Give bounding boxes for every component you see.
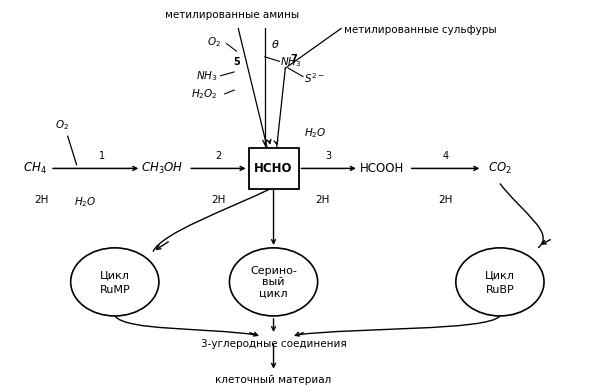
Text: 1: 1: [98, 151, 104, 161]
Text: метилированные сульфуры: метилированные сульфуры: [344, 25, 497, 35]
Text: $CH_3OH$: $CH_3OH$: [140, 161, 183, 176]
Text: RuMP: RuMP: [100, 285, 130, 295]
Text: вый: вый: [262, 277, 285, 287]
Text: HCOOH: HCOOH: [360, 162, 404, 175]
Text: $\theta$: $\theta$: [271, 37, 279, 49]
Text: HCHO: HCHO: [254, 162, 293, 175]
Text: $S^{2-}$: $S^{2-}$: [304, 71, 325, 85]
Text: Цикл: Цикл: [485, 270, 515, 280]
Text: 3-углеродные соединения: 3-углеродные соединения: [200, 339, 346, 349]
Text: $O_2$: $O_2$: [55, 119, 69, 132]
Text: 2H: 2H: [211, 195, 226, 205]
Text: $H_2O$: $H_2O$: [304, 126, 327, 140]
Text: 2H: 2H: [34, 195, 49, 205]
Text: 3: 3: [326, 151, 332, 161]
Text: $NH_3$: $NH_3$: [280, 56, 302, 69]
Text: 2H: 2H: [439, 195, 453, 205]
Text: 5: 5: [233, 58, 240, 68]
Text: $O_2$: $O_2$: [206, 35, 221, 49]
Text: 4: 4: [442, 151, 449, 161]
FancyBboxPatch shape: [248, 147, 299, 189]
Text: 7: 7: [291, 54, 298, 64]
Text: Серино-: Серино-: [250, 266, 297, 276]
Text: метилированные амины: метилированные амины: [166, 10, 299, 20]
Text: $CH_4$: $CH_4$: [23, 161, 47, 176]
Text: цикл: цикл: [259, 288, 288, 298]
Text: $NH_3$: $NH_3$: [196, 69, 218, 83]
Text: клеточный материал: клеточный материал: [215, 374, 332, 384]
Text: $H_2O_2$: $H_2O_2$: [191, 87, 218, 101]
Text: 2H: 2H: [316, 195, 330, 205]
Text: RuBP: RuBP: [485, 285, 514, 295]
Text: Цикл: Цикл: [100, 270, 130, 280]
Text: $CO_2$: $CO_2$: [488, 161, 512, 176]
Text: $H_2O$: $H_2O$: [74, 195, 97, 209]
Text: 2: 2: [215, 151, 221, 161]
